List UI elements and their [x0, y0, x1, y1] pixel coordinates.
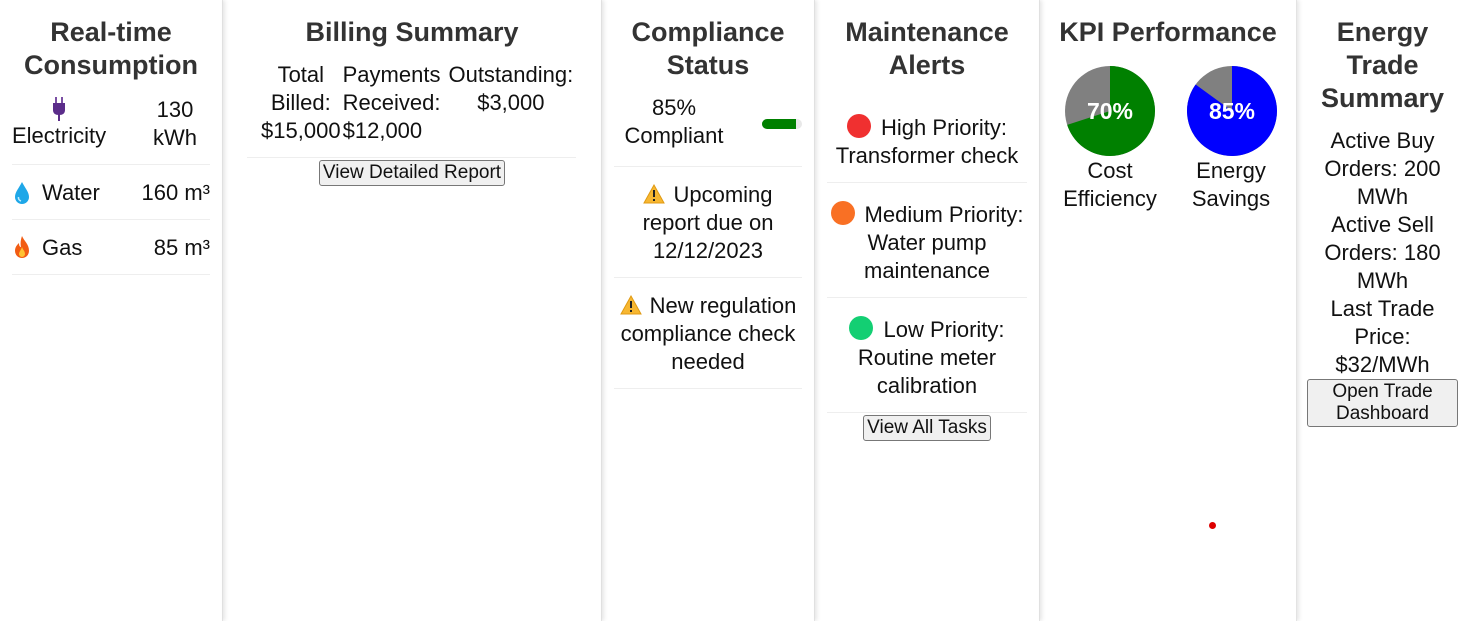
alert-text: Low Priority: Routine meter calibration	[857, 317, 1005, 398]
compliance-item: Upcoming report due on 12/12/2023	[614, 167, 802, 278]
priority-dot-icon	[830, 201, 855, 225]
kpi-title: KPI Performance	[1059, 17, 1277, 47]
maintenance-alert-low: Low Priority: Routine meter calibration	[827, 298, 1027, 413]
compliance-title: Compliance Status	[631, 17, 785, 80]
kpi-energy-savings: 85% Energy Savings	[1186, 65, 1278, 213]
consumption-value: 85 m³	[153, 235, 210, 260]
consumption-item-gas: Gas 85 m³	[12, 220, 210, 275]
total-billed: Total Billed: $15,000	[259, 61, 343, 145]
priority-dot-icon	[849, 316, 874, 340]
kpi-pie-slice	[1186, 66, 1277, 156]
consumption-name: Gas	[42, 235, 83, 260]
compliance-percent-text: 85% Compliant	[624, 95, 724, 148]
consumption-label-group: Electricity	[12, 96, 106, 150]
active-buy-orders: Active Buy Orders: 200 MWh	[1324, 128, 1441, 209]
total-billed-label: Total Billed:	[270, 62, 331, 115]
payments-received-value: $12,000	[342, 118, 423, 143]
compliance-progress-fill	[762, 119, 796, 129]
warning-icon	[643, 184, 666, 204]
kpi-label: Energy Savings	[1191, 158, 1271, 211]
consumption-label-group: Gas	[12, 234, 82, 262]
consumption-name: Water	[42, 180, 100, 205]
billing-title: Billing Summary	[305, 17, 519, 47]
kpi-label: Cost Efficiency	[1063, 158, 1157, 211]
kpi-percent: 85%	[1208, 98, 1256, 124]
compliance-item-text: Upcoming report due on 12/12/2023	[642, 182, 774, 263]
alert-text: High Priority: Transformer check	[835, 115, 1019, 168]
kpi-pie: 85%	[1186, 65, 1278, 157]
maintenance-alert-high: High Priority: Transformer check	[827, 94, 1027, 183]
electric-plug-icon	[53, 97, 66, 121]
compliance-item: New regulation compliance check needed	[614, 278, 802, 389]
water-drop-icon	[15, 182, 29, 204]
consumption-name: Electricity	[12, 123, 107, 148]
warning-icon	[619, 295, 642, 315]
consumption-label-group: Water	[12, 179, 100, 207]
active-sell-orders: Active Sell Orders: 180 MWh	[1324, 212, 1441, 293]
consumption-item-water: Water 160 m³	[12, 165, 210, 220]
trade-panel: Energy Trade Summary Active Buy Orders: …	[1297, 0, 1468, 621]
compliance-progress-bar	[762, 119, 802, 129]
kpi-list: 70% Cost Efficiency 85% Energy Savings	[1052, 65, 1284, 213]
outstanding-label: Outstanding:	[448, 62, 574, 87]
open-trade-dashboard-button[interactable]: Open Trade Dashboard	[1307, 379, 1458, 427]
total-billed-value: $15,000	[261, 118, 341, 143]
trade-button-wrap: Open Trade Dashboard	[1307, 379, 1458, 427]
consumption-title: Real-time Consumption	[24, 17, 198, 80]
maintenance-title: Maintenance Alerts	[845, 17, 1009, 80]
kpi-pie-slice	[1067, 66, 1155, 156]
maintenance-alert-medium: Medium Priority: Water pump maintenance	[827, 183, 1027, 298]
consumption-item-electricity: Electricity 130 kWh	[12, 94, 210, 165]
kpi-cost-efficiency: 70% Cost Efficiency	[1060, 65, 1160, 213]
payments-received-label: Payments Received:	[342, 62, 441, 115]
trade-title: Energy Trade Summary	[1320, 17, 1445, 113]
priority-dot-icon	[847, 114, 872, 138]
consumption-panel: Real-time Consumption Electricity 130 kW…	[0, 0, 223, 621]
payments-received: Payments Received: $12,000	[343, 61, 446, 145]
kpi-pie-chart	[1065, 66, 1155, 156]
view-all-tasks-button[interactable]: View All Tasks	[863, 415, 991, 441]
alert-text: Medium Priority: Water pump maintenance	[864, 202, 1024, 283]
outstanding-value: $3,000	[477, 90, 545, 115]
compliance-panel: Compliance Status 85% Compliant Upcoming…	[602, 0, 815, 621]
trade-details: Active Buy Orders: 200 MWh Active Sell O…	[1307, 127, 1458, 379]
billing-panel: Billing Summary Total Billed: $15,000 Pa…	[223, 0, 602, 621]
outstanding: Outstanding: $3,000	[446, 61, 576, 145]
red-marker-dot	[1209, 522, 1216, 529]
kpi-pie: 70%	[1064, 65, 1156, 157]
view-detailed-report-button[interactable]: View Detailed Report	[318, 160, 506, 186]
billing-button-wrap: View Detailed Report	[235, 160, 589, 186]
kpi-pie-chart	[1186, 66, 1277, 156]
consumption-value: 160 m³	[141, 180, 210, 205]
kpi-percent: 70%	[1086, 98, 1134, 124]
maintenance-panel: Maintenance Alerts High Priority: Transf…	[815, 0, 1040, 621]
fire-icon	[15, 236, 29, 258]
billing-grid: Total Billed: $15,000 Payments Received:…	[247, 61, 576, 158]
last-trade-price: Last Trade Price: $32/MWh	[1330, 296, 1435, 377]
kpi-panel: KPI Performance 70% Cost Efficiency	[1040, 0, 1297, 621]
maintenance-button-wrap: View All Tasks	[827, 415, 1027, 441]
compliance-item-text: New regulation compliance check needed	[620, 293, 797, 374]
consumption-value: 130 kWh	[153, 97, 197, 150]
compliance-summary: 85% Compliant	[614, 94, 802, 167]
